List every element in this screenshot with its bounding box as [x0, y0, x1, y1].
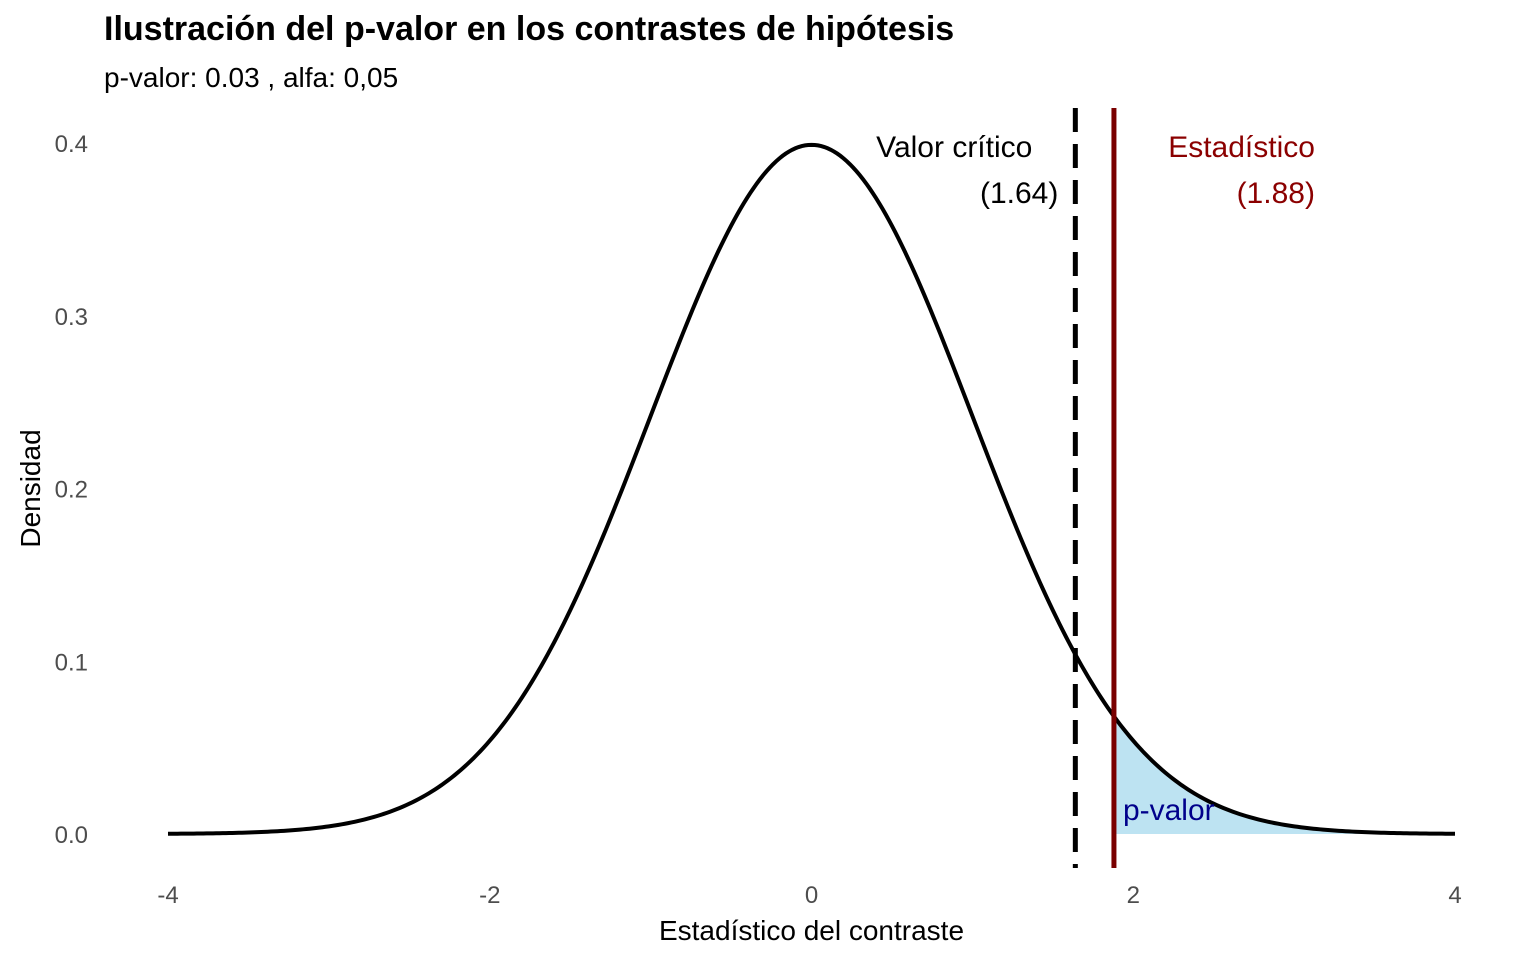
- x-tick-label: 0: [805, 882, 818, 909]
- x-axis-title: Estadístico del contraste: [659, 915, 964, 946]
- y-axis-title: Densidad: [15, 429, 46, 547]
- y-tick-label: 0.3: [55, 304, 88, 331]
- chart-subtitle: p-valor: 0.03 , alfa: 0,05: [104, 62, 399, 93]
- x-tick-label: 2: [1127, 882, 1140, 909]
- statistic-number: (1.88): [1237, 177, 1315, 210]
- y-tick-label: 0.0: [55, 822, 88, 849]
- x-tick-label: -2: [479, 882, 500, 909]
- statistic-label: Estadístico: [1168, 131, 1315, 164]
- p-value-area: [1113, 716, 1455, 834]
- p-value-label: p-valor: [1123, 794, 1215, 827]
- density-curve: [167, 142, 1456, 836]
- chart-title: Ilustración del p-valor en los contraste…: [104, 10, 955, 48]
- critical-value-label: Valor crítico: [876, 131, 1032, 164]
- y-tick-label: 0.2: [55, 477, 88, 504]
- x-tick-label: -4: [157, 882, 178, 909]
- x-tick-label: 4: [1448, 882, 1461, 909]
- critical-value-number: (1.64): [980, 177, 1058, 210]
- y-tick-label: 0.4: [55, 131, 88, 158]
- y-tick-label: 0.1: [55, 649, 88, 676]
